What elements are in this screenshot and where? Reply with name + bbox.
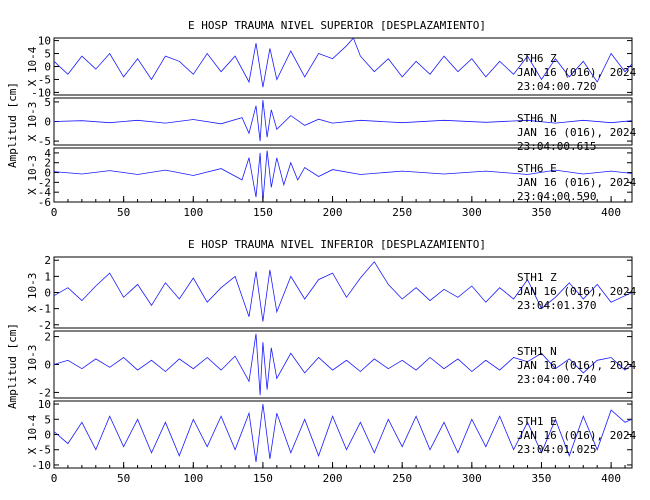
y-tick-label: -2 <box>38 386 51 399</box>
x-tick-label: 150 <box>253 472 273 485</box>
y-tick-label: 0 <box>44 359 51 372</box>
trace-annotation-line: STH6 E <box>517 162 557 175</box>
trace-sth6-z <box>53 37 633 88</box>
y-axis-label: Amplitud [cm] <box>6 323 19 409</box>
trace-annotation-line: 23:04:01.370 <box>517 299 596 312</box>
y-tick-label: 0 <box>44 429 51 442</box>
trace-annotation-line: STH6 Z <box>517 52 557 65</box>
trace-annotation-line: JAN 16 (016), 2024 <box>517 429 637 442</box>
trace-annotation-line: 23:04:00.740 <box>517 373 596 386</box>
x-tick-label: 400 <box>601 206 621 219</box>
x-tick-label: 50 <box>117 472 130 485</box>
trace-sth1-z <box>53 261 633 322</box>
chart-2: E HOSP TRAUMA NIVEL INFERIOR [DESPLAZAMI… <box>6 238 637 485</box>
y-tick-label: 5 <box>44 96 51 109</box>
y-tick-label: -2 <box>38 176 51 189</box>
x-tick-label: 200 <box>323 206 343 219</box>
y-tick-label: -5 <box>38 444 51 457</box>
x-tick-label: 250 <box>392 472 412 485</box>
y-tick-label: 2 <box>44 254 51 267</box>
trace-sth6-e <box>53 150 633 203</box>
y-tick-label: -1 <box>38 303 51 316</box>
trace-sth1-n <box>53 333 633 396</box>
trace-annotation-line: STH6 N <box>517 112 557 125</box>
y-tick-label: -4 <box>38 186 52 199</box>
trace-annotation-line: STH1 Z <box>517 271 557 284</box>
trace-sth1-e <box>53 403 633 462</box>
y-axis-label: Amplitud [cm] <box>6 82 19 168</box>
x-tick-label: 200 <box>323 472 343 485</box>
x-tick-label: 300 <box>462 472 482 485</box>
y-tick-label: 2 <box>44 331 51 344</box>
x-tick-label: 0 <box>51 206 58 219</box>
trace-annotation-line: 23:04:01.025 <box>517 443 596 456</box>
y-tick-label: -10 <box>31 86 51 99</box>
scale-label: X 10-3 <box>26 102 39 142</box>
y-tick-label: 5 <box>44 48 51 61</box>
scale-label: X 10-3 <box>26 273 39 313</box>
trace-annotation-line: JAN 16 (016), 2024 <box>517 126 637 139</box>
x-tick-label: 350 <box>532 472 552 485</box>
trace-annotation-line: JAN 16 (016), 2024 <box>517 285 637 298</box>
y-tick-label: 0 <box>44 61 51 74</box>
trace-annotation-line: JAN 16 (016), 2024 <box>517 359 637 372</box>
scale-label: X 10-4 <box>26 414 39 454</box>
x-tick-label: 250 <box>392 206 412 219</box>
y-tick-label: -5 <box>38 73 51 86</box>
trace-annotation-line: STH1 E <box>517 415 557 428</box>
x-tick-label: 50 <box>117 206 130 219</box>
y-tick-label: 0 <box>44 116 51 129</box>
chart-1: E HOSP TRAUMA NIVEL SUPERIOR [DESPLAZAMI… <box>6 19 637 219</box>
panel-frame <box>53 147 633 203</box>
y-tick-label: -10 <box>31 459 51 472</box>
trace-sth6-n <box>53 99 633 142</box>
y-tick-label: -2 <box>38 319 51 332</box>
scale-label: X 10-4 <box>26 46 39 86</box>
y-tick-label: 2 <box>44 157 51 170</box>
y-tick-label: 5 <box>44 413 51 426</box>
y-tick-label: 0 <box>44 287 51 300</box>
trace-annotation-line: 23:04:00.590 <box>517 190 596 203</box>
x-tick-label: 100 <box>183 472 203 485</box>
scale-label: X 10-3 <box>26 345 39 385</box>
chart-title: E HOSP TRAUMA NIVEL SUPERIOR [DESPLAZAMI… <box>188 19 486 32</box>
x-tick-label: 350 <box>532 206 552 219</box>
trace-annotation-line: JAN 16 (016), 2024 <box>517 176 637 189</box>
y-tick-label: 4 <box>44 147 51 160</box>
y-tick-label: 0 <box>44 167 51 180</box>
trace-annotation-line: STH1 N <box>517 345 557 358</box>
x-tick-label: 300 <box>462 206 482 219</box>
x-tick-label: 150 <box>253 206 273 219</box>
y-tick-label: 10 <box>38 35 51 48</box>
y-tick-label: -5 <box>38 135 51 148</box>
scale-label: X 10-3 <box>26 155 39 195</box>
y-tick-label: -6 <box>38 196 51 209</box>
chart-title: E HOSP TRAUMA NIVEL INFERIOR [DESPLAZAMI… <box>188 238 486 251</box>
trace-annotation-line: 23:04:00.720 <box>517 80 596 93</box>
x-tick-label: 400 <box>601 472 621 485</box>
y-tick-label: 10 <box>38 398 51 411</box>
trace-annotation-line: 23:04:00.615 <box>517 140 596 153</box>
trace-annotation-line: JAN 16 (016), 2024 <box>517 66 637 79</box>
y-tick-label: 1 <box>44 270 51 283</box>
x-tick-label: 100 <box>183 206 203 219</box>
x-tick-label: 0 <box>51 472 58 485</box>
